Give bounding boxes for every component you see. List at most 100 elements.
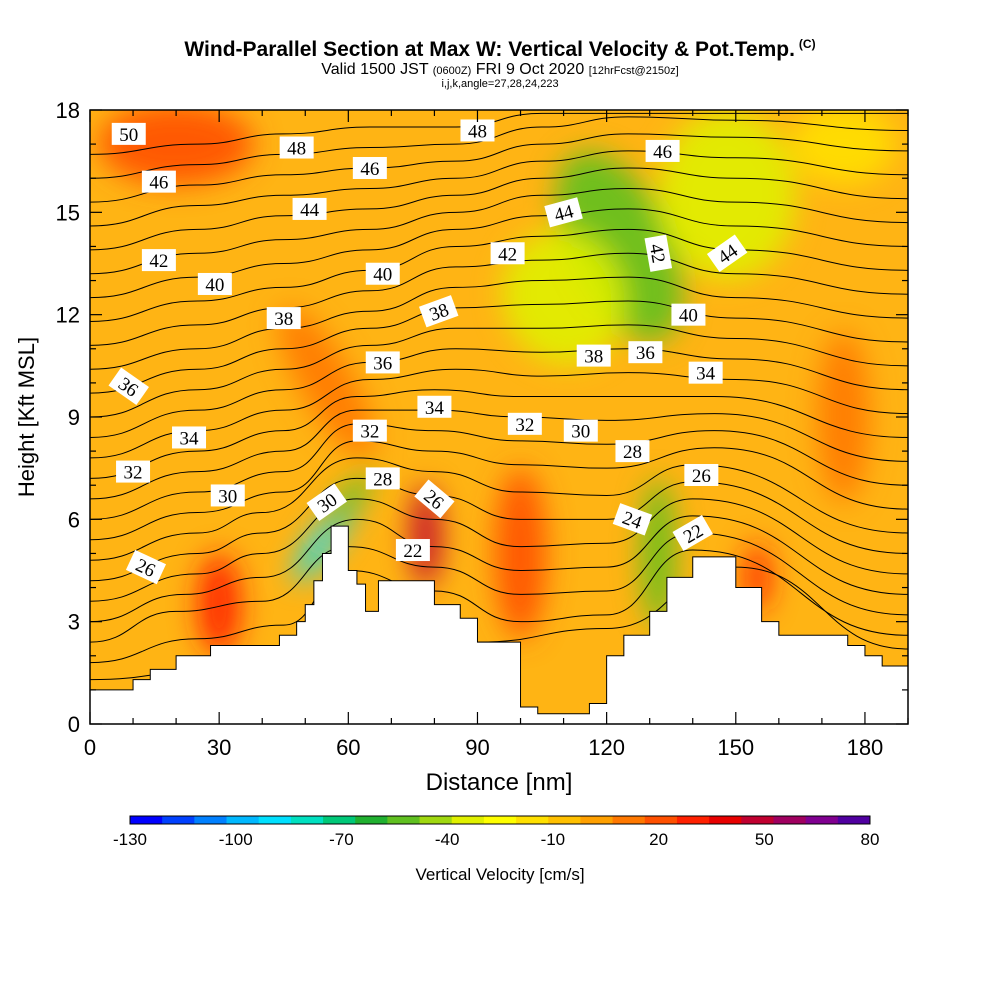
velocity-field-6: [791, 110, 896, 186]
x-tick-label: 30: [207, 735, 231, 760]
contour-label-bg: [365, 467, 400, 490]
y-tick-label: 6: [68, 507, 80, 532]
colorbar-tick-label: -100: [219, 830, 253, 849]
colorbar-tick-label: 20: [649, 830, 668, 849]
isentrope-line-4: [90, 498, 908, 602]
contour-label-29: 30: [563, 419, 598, 443]
y-tick-label: 12: [56, 303, 80, 328]
colorbar-tick-label: 50: [755, 830, 774, 849]
colorbar-tick-label: -130: [113, 830, 147, 849]
isentrope-line-14: [90, 300, 908, 394]
contour-label-31: 28: [615, 440, 650, 463]
colorbar-swatch: [580, 816, 614, 824]
colorbar-swatch: [837, 816, 871, 824]
contour-label-bg: [576, 344, 611, 367]
contour-label-text: 46: [653, 142, 672, 163]
contour-label-7: 44: [544, 197, 583, 228]
contour-label-bg: [672, 514, 713, 552]
subtitle-utc: (0600Z): [432, 65, 472, 77]
x-axis-label: Distance [nm]: [426, 769, 573, 796]
contour-label-bg: [628, 341, 663, 364]
contour-label-text: 44: [300, 200, 320, 221]
colorbar-swatch: [387, 816, 421, 824]
contour-label-bg: [197, 272, 232, 295]
contour-label-bg: [612, 503, 653, 536]
contour-label-2: 48: [460, 119, 495, 142]
contour-label-bg: [544, 197, 583, 228]
contour-label-bg: [352, 419, 387, 442]
contour-label-bg: [688, 361, 723, 384]
contour-label-12: 40: [197, 272, 232, 296]
isentrope-line-24: [90, 112, 908, 155]
colorbar-swatch: [483, 816, 517, 824]
colorbar-swatch: [612, 816, 646, 824]
contour-label-text: 34: [696, 364, 716, 385]
contour-label-text: 30: [218, 486, 237, 507]
velocity-field-1: [323, 468, 374, 537]
contour-label-bg: [111, 122, 146, 145]
isentrope-line-19: [90, 187, 908, 275]
y-tick-label: 3: [68, 610, 80, 635]
isentrope-line-20: [90, 167, 908, 251]
colorbar-swatch: [644, 816, 678, 824]
contour-label-bg: [365, 351, 400, 374]
y-axis-label: Height [Kft MSL]: [14, 337, 39, 497]
contour-label-text: 40: [205, 275, 224, 296]
contour-label-text: 32: [515, 415, 534, 436]
contour-label-bg: [108, 367, 149, 406]
contour-label-26: 32: [507, 412, 542, 436]
contour-label-text: 28: [623, 442, 642, 463]
contour-label-bg: [414, 479, 455, 519]
contour-label-25: 32: [352, 419, 387, 443]
colorbar-swatch: [162, 816, 195, 824]
contour-label-34: 26: [684, 463, 719, 487]
contour-label-bg: [706, 234, 748, 273]
contour-label-13: 40: [365, 262, 400, 286]
isentrope-line-15: [90, 276, 908, 370]
isentrope-line-21: [90, 150, 908, 227]
contour-label-bg: [141, 249, 176, 272]
colorbar-tick-label: -10: [541, 830, 566, 849]
velocity-field-9: [494, 468, 547, 639]
contour-label-35: 24: [612, 503, 653, 536]
colorbar-swatch: [516, 816, 549, 824]
colorbar-swatch: [548, 816, 581, 824]
colorbar-tick-label: 80: [861, 830, 880, 849]
velocity-field-7: [197, 553, 241, 656]
colorbar-swatch: [290, 816, 324, 824]
colorbar-swatch: [451, 816, 485, 824]
contour-label-text: 34: [180, 428, 200, 449]
isentrope-line-3: [90, 515, 908, 623]
contour-label-11: 42: [644, 234, 673, 272]
colorbar-swatch: [805, 816, 839, 824]
contour-label-bg: [644, 234, 673, 272]
isentrope-line-13: [90, 324, 908, 418]
contour-label-bg: [306, 483, 348, 522]
contour-label-text: 46: [360, 159, 379, 180]
contour-label-bg: [141, 170, 176, 193]
x-tick-label: 180: [847, 735, 884, 760]
contour-label-6: 44: [292, 197, 327, 221]
contour-label-bg: [172, 426, 207, 449]
contour-label-9: 42: [141, 249, 176, 272]
contour-label-14: 40: [671, 303, 706, 327]
terrain-mask: [90, 525, 908, 724]
contour-label-text: 46: [149, 173, 168, 194]
contour-label-text: 32: [124, 463, 143, 484]
isentrope-line-12: [90, 348, 908, 438]
contour-label-bg: [352, 156, 387, 179]
contour-label-20: 36: [628, 341, 663, 364]
contour-label-5: 46: [645, 139, 680, 163]
contour-label-bg: [507, 412, 542, 435]
contour-label-4: 46: [352, 156, 387, 180]
colorbar-swatch: [676, 816, 710, 824]
isentrope-line-11: [90, 368, 908, 459]
subtitle-fcst: [12hrFcst@2150z]: [588, 65, 679, 77]
contour-label-24: 32: [116, 460, 151, 484]
contour-label-36: 22: [395, 539, 430, 562]
isentrope-line-10: [90, 389, 908, 479]
velocity-field-13: [817, 331, 870, 503]
contour-label-text: 48: [468, 121, 487, 142]
contour-label-22: 34: [417, 395, 452, 419]
subtitle-date: FRI 9 Oct 2020: [475, 61, 585, 78]
